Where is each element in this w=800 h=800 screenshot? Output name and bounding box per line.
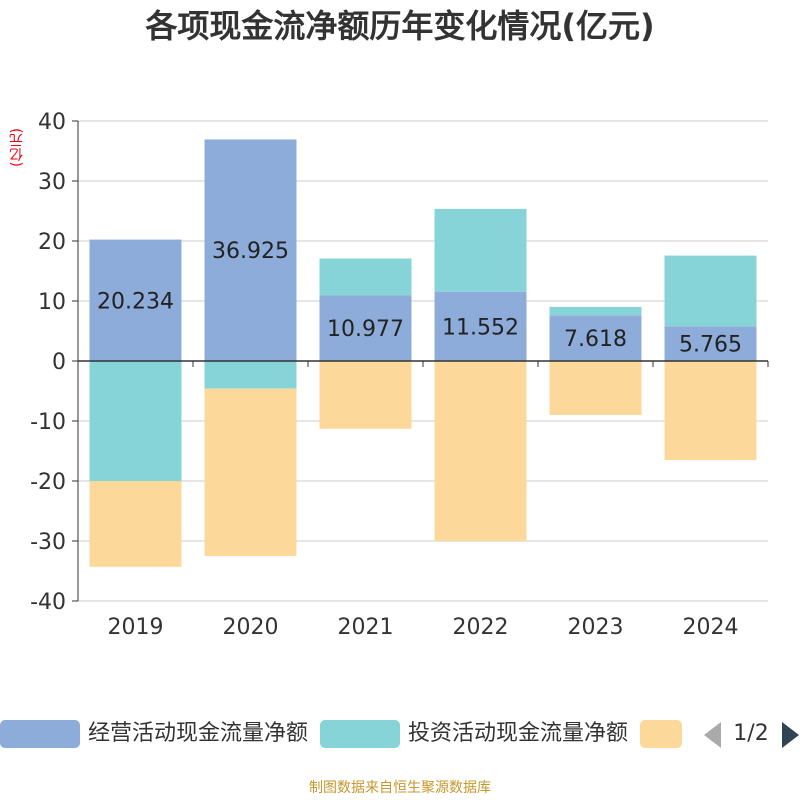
bar-data-label: 10.977 bbox=[327, 317, 404, 342]
legend-label-investing: 投资活动现金流量净额 bbox=[408, 721, 629, 746]
bar-segment-series2-2021[interactable] bbox=[319, 361, 412, 429]
x-tick-label-2021: 2021 bbox=[338, 615, 394, 640]
bar-segment-series2-2019[interactable] bbox=[89, 481, 182, 567]
x-tick-label-2022: 2022 bbox=[453, 615, 509, 640]
legend-next-page-icon[interactable] bbox=[782, 722, 799, 748]
bar-segment-series0-2023[interactable] bbox=[549, 315, 642, 361]
bar-segment-series2-2024[interactable] bbox=[664, 361, 757, 460]
legend-swatch-operating bbox=[0, 720, 80, 748]
bar-segment-series2-2020[interactable] bbox=[204, 388, 297, 556]
y-tick-label: 30 bbox=[38, 170, 66, 195]
bar-series bbox=[89, 139, 757, 567]
y-tick-label: 40 bbox=[38, 110, 66, 135]
bar-data-label: 20.234 bbox=[97, 289, 174, 314]
bar-data-label: 5.765 bbox=[679, 333, 742, 358]
stacked-bar-chart: 40 30 20 10 0 -10 -20 -30 -40 2019 2020 2021 2022 202… bbox=[30, 110, 769, 640]
y-tick-label: -40 bbox=[30, 590, 66, 615]
bar-segment-series1-2022[interactable] bbox=[434, 208, 527, 292]
bar-segment-series1-2023[interactable] bbox=[549, 306, 642, 316]
bar-segment-series1-2021[interactable] bbox=[319, 258, 412, 296]
bar-segment-series0-2022[interactable] bbox=[434, 291, 527, 361]
legend-swatch-financing bbox=[640, 720, 682, 748]
axes: 40 30 20 10 0 -10 -20 -30 -40 2019 2020 2021 2022 202… bbox=[30, 110, 769, 640]
y-tick-label: -30 bbox=[30, 530, 66, 555]
x-tick-label-2023: 2023 bbox=[568, 615, 624, 640]
data-labels: 20.234 36.925 10.977 11.552 7.618 5.765 bbox=[97, 239, 742, 357]
y-tick-label: 0 bbox=[52, 350, 66, 375]
legend-swatch-investing bbox=[320, 720, 400, 748]
chart-title: 各项现金流净额历年变化情况(亿元) bbox=[145, 7, 655, 45]
legend-page-indicator: 1/2 bbox=[733, 721, 769, 746]
x-tick-label-2020: 2020 bbox=[223, 615, 279, 640]
bar-segment-series2-2023[interactable] bbox=[549, 361, 642, 415]
bar-segment-series2-2022[interactable] bbox=[434, 361, 527, 541]
x-tick-label-2019: 2019 bbox=[108, 615, 164, 640]
bar-data-label: 11.552 bbox=[442, 315, 519, 340]
y-tick-label: -10 bbox=[30, 410, 66, 435]
bar-segment-series0-2020[interactable] bbox=[204, 139, 297, 361]
bar-segment-series1-2024[interactable] bbox=[664, 255, 757, 327]
grid-lines bbox=[78, 120, 768, 602]
legend: 经营活动现金流量净额 投资活动现金流量净额 1/2 bbox=[0, 712, 800, 756]
y-tick-label: 20 bbox=[38, 230, 66, 255]
bar-segment-series1-2019[interactable] bbox=[89, 361, 182, 481]
legend-prev-page-icon[interactable] bbox=[704, 722, 721, 748]
bar-segment-series0-2024[interactable] bbox=[664, 326, 757, 361]
bar-segment-series0-2019[interactable] bbox=[89, 239, 182, 361]
bar-segment-series0-2021[interactable] bbox=[319, 295, 412, 361]
legend-label-operating: 经营活动现金流量净额 bbox=[88, 721, 309, 746]
bar-segment-series1-2020[interactable] bbox=[204, 361, 297, 389]
y-tick-label: 10 bbox=[38, 290, 66, 315]
bar-data-label: 36.925 bbox=[212, 239, 289, 264]
x-tick-label-2024: 2024 bbox=[683, 615, 739, 640]
legend-pager: 1/2 bbox=[700, 712, 800, 756]
y-tick-label: -20 bbox=[30, 470, 66, 495]
data-source-note: 制图数据来自恒生聚源数据库 bbox=[309, 780, 491, 796]
bar-data-label: 7.618 bbox=[564, 327, 627, 352]
